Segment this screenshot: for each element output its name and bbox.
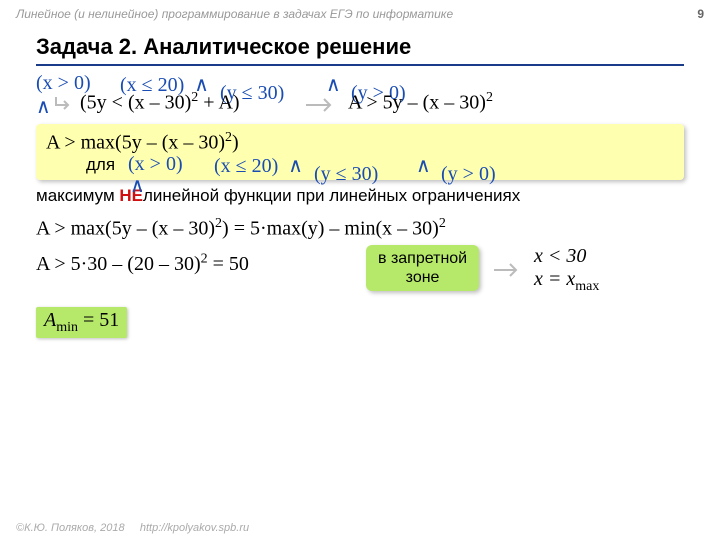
forbidden-zone-callout: в запретной зоне: [366, 245, 479, 291]
deriv1-sup1: 2: [215, 216, 222, 231]
deriv2: A > 5·30 – (20 – 30)2 = 50: [36, 253, 249, 275]
callout-arrow-icon: [494, 261, 524, 284]
note-post: линейной функции при линейных ограничени…: [143, 186, 520, 205]
rightcol-2-pre: x = x: [534, 268, 575, 290]
deriv2-text: A > 5·30 – (20 – 30): [36, 253, 201, 275]
rightcol-2-sub: max: [575, 279, 599, 294]
callout-l2: зоне: [406, 269, 440, 286]
result-box: Amin = 51: [36, 307, 127, 338]
line1-rhs: A > 5y – (x – 30): [348, 92, 486, 114]
result-post: = 51: [78, 309, 119, 331]
box-and-2: ∧: [416, 155, 431, 177]
derivation-1: A > max(5y – (x – 30)2) = 5·max(y) – min…: [36, 216, 684, 241]
rightcol-1: x < 30: [534, 245, 599, 268]
line1-sup2: 2: [486, 90, 493, 105]
footer: ©К.Ю. Поляков, 2018 http://kpolyakov.spb…: [16, 522, 249, 534]
and-2: ∧: [326, 74, 341, 96]
line1-lhs-tail: + A): [198, 92, 239, 114]
highlight-box: A > max(5y – (x – 30)2) для (x > 0) (x ≤…: [36, 124, 684, 180]
derivation-2-row: A > 5·30 – (20 – 30)2 = 50 в запретной з…: [36, 251, 684, 301]
footer-url: http://kpolyakov.spb.ru: [140, 522, 249, 534]
box-cond-2b: (y ≤ 30): [314, 163, 378, 186]
box-main-post: ): [232, 132, 239, 154]
deriv1-pre: A > max(5y – (x – 30): [36, 218, 215, 240]
line1-lhs: (5y < (x – 30): [80, 92, 191, 114]
and-big: ∧: [36, 94, 51, 119]
callout-l1: в запретной: [378, 250, 467, 267]
deriv2-tail: = 50: [208, 253, 249, 275]
result-pre: A: [44, 309, 56, 331]
result-sub: min: [56, 320, 78, 335]
implies-arrow-icon: [306, 96, 336, 119]
box-main-sup: 2: [225, 130, 232, 145]
header-bar: Линейное (и нелинейное) программирование…: [0, 0, 720, 28]
box-cond-3: (y > 0): [441, 163, 496, 186]
deriv1-sup2: 2: [439, 216, 446, 231]
result-row: Amin = 51: [36, 307, 684, 338]
dlya-label: для: [86, 155, 115, 175]
note-pre: максимум: [36, 186, 119, 205]
content: (x > 0) (x ≤ 20) ∧ (y ≤ 30) ∧ (y > 0) ∧ …: [36, 72, 684, 338]
box-and-big: ∧: [130, 173, 145, 198]
box-cond-2a: (x ≤ 20): [214, 155, 278, 177]
deriv2-sup: 2: [201, 251, 208, 266]
corner-arrow-icon: [54, 96, 74, 119]
header-topic: Линейное (и нелинейное) программирование…: [16, 7, 453, 21]
page-title: Задача 2. Аналитическое решение: [36, 34, 684, 66]
deriv1-mid: ) = 5·max(y) – min(x – 30): [222, 218, 439, 240]
conditions-row: (x > 0) (x ≤ 20) ∧ (y ≤ 30) ∧ (y > 0) ∧ …: [36, 72, 684, 118]
box-main-pre: A > max(5y – (x – 30): [46, 132, 225, 154]
footer-copyright: ©К.Ю. Поляков, 2018: [16, 522, 125, 534]
box-and-1: ∧: [288, 155, 303, 177]
page-number: 9: [697, 7, 704, 21]
